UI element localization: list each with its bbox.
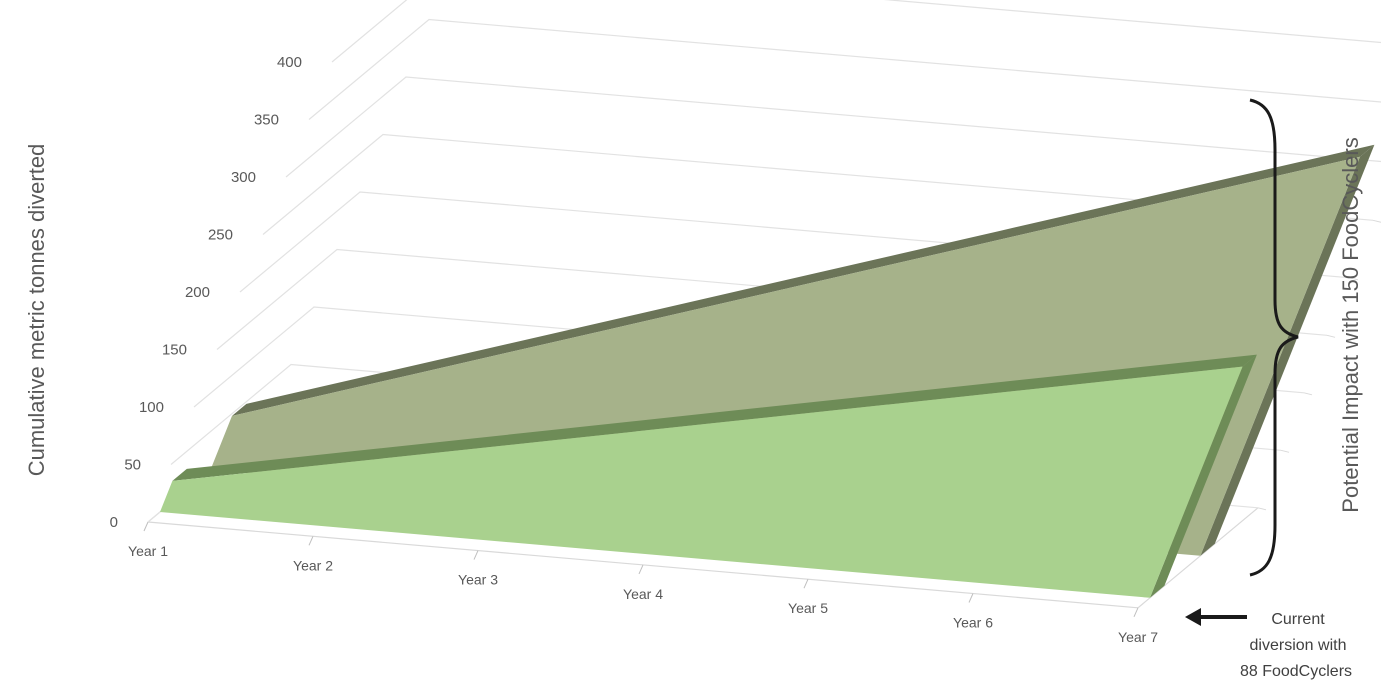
series-1-end-cap: [1150, 354, 1257, 598]
y-tick-label-0: 0: [110, 514, 118, 531]
x-tick-label-6: Year 7: [1118, 629, 1158, 645]
y-tick-label-350: 350: [254, 112, 279, 129]
series-1: [160, 354, 1257, 598]
current-diversion-label-line2: diversion with: [1250, 637, 1347, 654]
gridline-400: [331, 0, 1381, 63]
gridline-250: [262, 133, 1374, 235]
x-tick-mark-0: [143, 521, 149, 532]
current-diversion-label-line1: Current: [1271, 611, 1325, 628]
series-1-top-edge: [172, 354, 1257, 481]
x-tick-label-2: Year 3: [458, 572, 498, 588]
right-tick-50: [1280, 449, 1290, 453]
arrow-icon: [1185, 608, 1247, 626]
y-tick-label-150: 150: [162, 342, 187, 359]
potential-impact-label: Potential Impact with 150 FoodCyclers: [1338, 137, 1363, 512]
right-tick-150: [1326, 334, 1336, 338]
x-tick-mark-4: [803, 578, 809, 589]
x-axis-ticks: Year 1 Year 2 Year 3 Year 4 Year 5 Year 6 Year…: [128, 521, 1158, 645]
y-tick-label-300: 300: [231, 169, 256, 186]
right-tick-250: [1372, 219, 1381, 223]
x-tick-label-5: Year 6: [953, 615, 993, 631]
y-tick-label-250: 250: [208, 227, 233, 244]
x-tick-label-3: Year 4: [623, 586, 663, 602]
x-tick-mark-1: [308, 536, 314, 546]
x-tick-mark-5: [968, 593, 974, 603]
y-tick-label-100: 100: [139, 399, 164, 416]
x-tick-mark-2: [473, 550, 479, 560]
series-areas: [160, 144, 1375, 598]
right-tick-200: [1349, 277, 1359, 281]
y-tick-label-200: 200: [185, 284, 210, 301]
current-diversion-label-line3: 88 FoodCyclers: [1240, 663, 1352, 680]
series-1-front-face: [160, 366, 1243, 598]
y-tick-label-400: 400: [277, 54, 302, 71]
x-tick-label-4: Year 5: [788, 600, 828, 616]
gridline-350: [308, 18, 1381, 120]
series-2-top-edge: [232, 144, 1375, 416]
series-2-end-cap: [1200, 144, 1375, 556]
right-tick-0: [1257, 507, 1267, 511]
x-tick-mark-6: [1133, 607, 1139, 618]
y-tick-label-50: 50: [124, 457, 141, 474]
y-axis-ticks: 0 50 100 150 200 250 300 350 400: [110, 54, 302, 531]
x-tick-mark-3: [638, 564, 644, 575]
potential-impact-brace: [1249, 98, 1299, 577]
x-tick-label-1: Year 2: [293, 557, 333, 573]
gridline-300: [285, 76, 1381, 178]
x-tick-label-0: Year 1: [128, 543, 168, 559]
y-axis-title: Cumulative metric tonnes diverted: [24, 144, 49, 477]
right-tick-100: [1303, 392, 1313, 396]
